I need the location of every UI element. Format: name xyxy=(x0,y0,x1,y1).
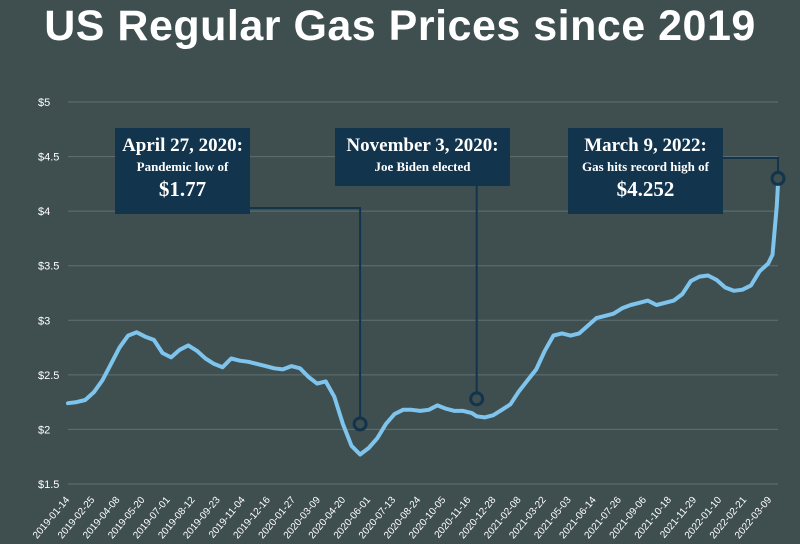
chart-title: US Regular Gas Prices since 2019 xyxy=(44,2,756,50)
annotation-marker xyxy=(352,416,368,432)
annotation-date: April 27, 2020: xyxy=(122,135,243,156)
annotation-text: Joe Biden elected xyxy=(374,159,471,174)
y-tick-label: $3 xyxy=(38,315,50,327)
annotation-record-high: March 9, 2022: Gas hits record high of $… xyxy=(568,128,723,214)
x-axis-ticks: 2019-01-142019-02-252019-04-082019-05-20… xyxy=(31,495,775,542)
y-tick-label: $2.5 xyxy=(38,370,59,382)
y-tick-label: $1.5 xyxy=(38,479,59,491)
annotation-value: $1.77 xyxy=(158,177,207,201)
annotation-marker xyxy=(770,170,786,186)
y-tick-label: $5 xyxy=(38,97,50,109)
series-line xyxy=(66,181,780,457)
annotation-text: Gas hits record high of xyxy=(582,159,709,174)
annotation-marker xyxy=(469,391,485,407)
annotation-date: November 3, 2020: xyxy=(346,135,499,156)
annotation-date: March 9, 2022: xyxy=(584,135,707,156)
annotation-text: Pandemic low of xyxy=(136,159,229,174)
annotation-leader xyxy=(250,207,362,424)
series-group xyxy=(66,181,780,457)
annotation-value: $4.252 xyxy=(616,177,675,201)
annotation-leader xyxy=(723,157,779,179)
annotation-pandemic-low: April 27, 2020: Pandemic low of $1.77 xyxy=(115,128,250,214)
y-axis-ticks: $1.5 $2 $2.5 $3 $3.5 $4 $4.5 $5 xyxy=(38,97,59,491)
annotation-biden-elected: November 3, 2020: Joe Biden elected xyxy=(335,128,510,186)
y-tick-label: $3.5 xyxy=(38,261,59,273)
annotation-leaders xyxy=(250,157,786,432)
y-tick-label: $2 xyxy=(38,424,50,436)
y-tick-label: $4 xyxy=(38,206,50,218)
y-tick-label: $4.5 xyxy=(38,152,59,164)
